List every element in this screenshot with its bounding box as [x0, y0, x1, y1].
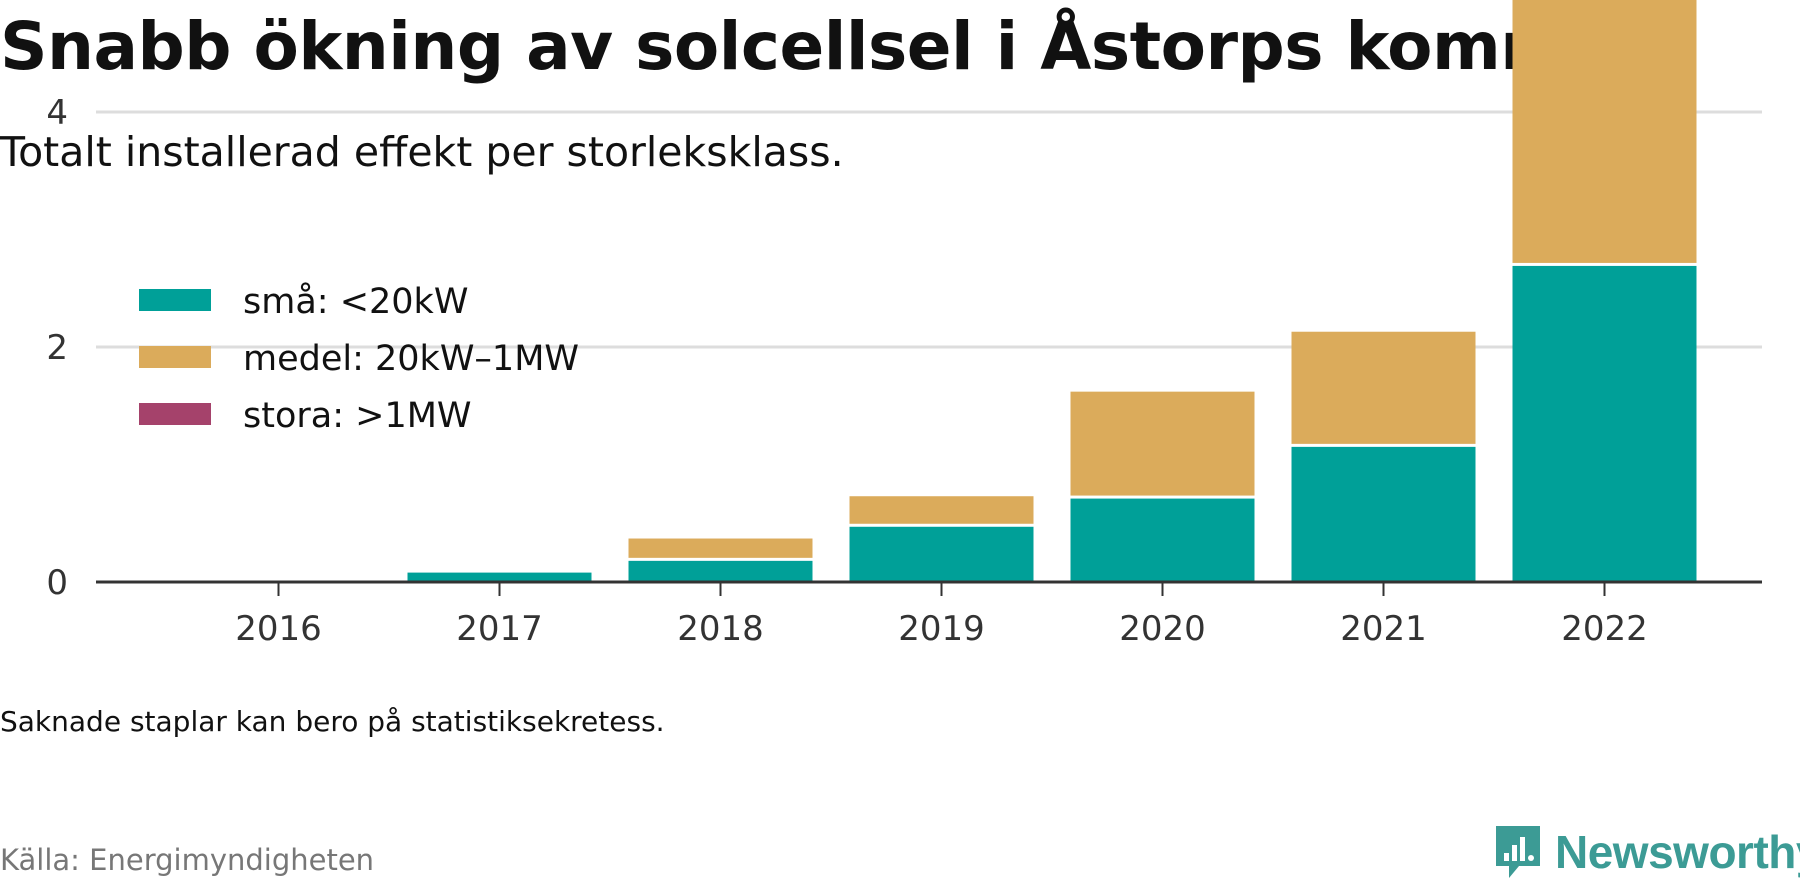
x-tick-label: 2020: [1119, 609, 1206, 649]
grid-lines: [96, 110, 1762, 349]
bar-segment: [1291, 331, 1476, 444]
legend-label: stora: >1MW: [243, 396, 472, 436]
brand-name: Newsworthy: [1555, 826, 1800, 878]
x-tick-label: 2021: [1340, 609, 1427, 649]
newsworthy-logo-icon: [1496, 826, 1540, 878]
legend: små: <20kW medel: 20kW–1MW stora: >1MW: [139, 281, 579, 436]
y-tick-label: 2: [46, 328, 68, 368]
stacked-bar-chart: 0 2 4 2016 2017 2018 2019 2020 2021 2022 små: <20…: [46, 0, 1762, 649]
brand-logo: Newsworthy: [1493, 822, 1800, 882]
x-tick-label: 2017: [456, 609, 543, 649]
chart-title: Snabb ökning av solcellsel i Åstorps kom…: [0, 8, 1662, 85]
source-credit: Källa: Energimyndigheten: [0, 843, 375, 877]
x-tick-label: 2018: [677, 609, 764, 649]
legend-label: små: <20kW: [243, 281, 468, 322]
x-tick-label: 2019: [898, 609, 985, 649]
y-tick-label: 0: [46, 563, 68, 603]
bar-segment: [1070, 498, 1255, 582]
bar-segment: [628, 560, 813, 582]
x-tick-label: 2022: [1561, 609, 1648, 649]
bar-segment: [849, 496, 1034, 524]
legend-label: medel: 20kW–1MW: [243, 339, 579, 379]
bar-segment: [1512, 0, 1697, 263]
bar-segment: [407, 572, 592, 582]
bar-segment: [628, 538, 813, 558]
x-tick-label: 2016: [235, 609, 322, 649]
bar-segment: [1070, 391, 1255, 496]
bar-segment: [849, 526, 1034, 582]
footnote: Saknade staplar kan bero på statistiksek…: [0, 705, 665, 738]
legend-swatch: [139, 289, 211, 311]
legend-swatch: [139, 346, 211, 368]
legend-swatch: [139, 403, 211, 425]
bars: [407, 0, 1697, 582]
chart-subtitle: Totalt installerad effekt per storlekskl…: [0, 128, 844, 176]
bar-segment: [1512, 265, 1697, 582]
axis-ticks: 0 2 4 2016 2017 2018 2019 2020 2021 2022: [46, 93, 1647, 649]
bar-segment: [1291, 446, 1476, 582]
y-tick-label: 4: [46, 93, 68, 133]
